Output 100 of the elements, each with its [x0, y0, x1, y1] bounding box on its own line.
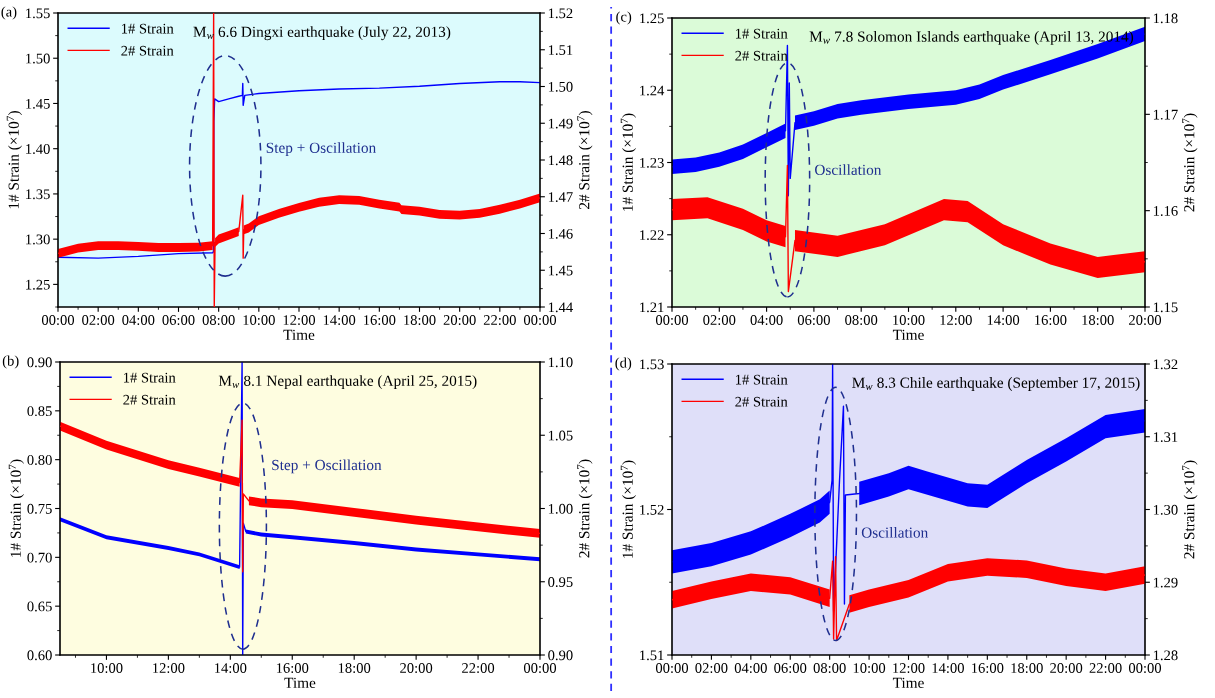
y2-axis-title: 2# Strain (×10$^{7}$)	[1182, 113, 1198, 212]
x-tick-label: 14:00	[932, 663, 964, 673]
x-tick-label: 20:00	[1129, 315, 1162, 325]
x-tick-label: 12:00	[940, 315, 972, 325]
x-tick-label: 02:00	[703, 315, 736, 325]
y2-tick-label: 1.05	[548, 430, 573, 441]
y2-tick-label: 1.10	[548, 357, 573, 368]
text: (c)	[616, 11, 632, 25]
x-tick-label: 22:00	[1089, 663, 1122, 673]
legend-label: 2# Strain	[735, 396, 788, 407]
y2-tick-label: 1.44	[548, 302, 573, 313]
x-tick-label: 20:00	[1050, 663, 1083, 673]
x-tick-label: 02:00	[82, 315, 115, 325]
y-tick-label: 1.45	[26, 98, 50, 109]
y2-tick-label: 1.51	[548, 45, 573, 56]
x-axis-title: Time	[892, 677, 924, 688]
y2-tick-label: 1.49	[548, 118, 573, 129]
x-tick-label: 22:00	[483, 315, 516, 325]
y2-tick-label: 1.29	[1153, 577, 1178, 588]
y2-tick-label: 1.52	[548, 8, 573, 19]
y-tick-label: 1.40	[26, 144, 50, 154]
x-tick-label: 16:00	[276, 663, 309, 673]
y-tick-label: 0.80	[27, 455, 52, 465]
x-tick-label: 12:00	[893, 663, 925, 673]
legend-label: 2# Strain	[123, 394, 176, 405]
y-tick-label: 1.25	[26, 279, 50, 290]
x-tick-label: 00:00	[655, 663, 689, 673]
x-tick-label: 04:00	[750, 315, 783, 325]
line-series	[672, 164, 1145, 293]
x-tick-label: 20:00	[400, 663, 433, 673]
y2-tick-label: 1.16	[1153, 206, 1178, 216]
x-tick-label: 10:00	[243, 315, 275, 325]
y-tick-label: 0.75	[27, 503, 52, 514]
y-tick-label: 1.21	[640, 302, 664, 313]
y2-axis-title: 2# Strain (×10$^{7}$)	[1182, 460, 1198, 559]
y2-tick-label: 1.48	[548, 155, 573, 166]
x-tick-label: 02:00	[695, 663, 728, 673]
legend-label: 1# Strain	[735, 28, 788, 39]
text: M$_{w}$ 8.3 Chile earthquake (September 17, 2015)	[852, 377, 1140, 391]
text: (d)	[615, 357, 632, 371]
y-tick-label: 1.22	[640, 230, 664, 241]
y2-axis-title: 2# Strain (×10$^{7}$)	[577, 459, 593, 558]
x-tick-label: 12:00	[283, 315, 316, 325]
x-tick-label: 08:00	[202, 315, 235, 325]
x-tick-label: 00:00	[1128, 663, 1162, 673]
x-tick-label: 04:00	[734, 663, 767, 673]
y-tick-label: 1.30	[26, 234, 50, 245]
y-tick-label: 0.85	[27, 406, 52, 417]
y-tick-label: 1.23	[640, 157, 664, 168]
y2-tick-label: 1.46	[548, 228, 573, 239]
x-tick-label: 00:00	[655, 315, 689, 325]
y2-tick-label: 1.45	[548, 265, 573, 276]
annotation: Step + Oscillation	[266, 142, 376, 157]
y-tick-label: 1.51	[640, 650, 664, 661]
y2-tick-label: 1.47	[548, 192, 573, 203]
x-tick-label: 14:00	[323, 315, 356, 325]
x-tick-label: 08:00	[845, 315, 878, 325]
y2-tick-label: 1.50	[548, 81, 573, 92]
y2-tick-label: 1.00	[548, 503, 573, 514]
x-axis-title: Time	[283, 329, 315, 340]
y2-axis-title: 2# Strain (×10$^{7}$)	[577, 111, 593, 209]
text: (b)	[2, 355, 19, 369]
x-tick-label: 12:00	[153, 663, 185, 673]
x-tick-label: 00:00	[523, 663, 557, 673]
y2-tick-label: 1.17	[1153, 109, 1178, 120]
legend-label: 2# Strain	[121, 45, 174, 56]
legend-label: 1# Strain	[735, 374, 788, 385]
y-tick-label: 1.25	[640, 13, 664, 24]
line-series	[672, 556, 1145, 642]
y-tick-label: 1.50	[26, 53, 50, 64]
y2-tick-label: 1.28	[1153, 650, 1178, 661]
x-tick-label: 10:00	[853, 663, 886, 673]
y-tick-label: 0.60	[27, 650, 52, 661]
x-axis-title: Time	[284, 677, 316, 688]
x-tick-label: 16:00	[972, 663, 1004, 673]
x-tick-label: 04:00	[122, 315, 155, 325]
x-tick-label: 20:00	[443, 315, 476, 325]
y-tick-label: 1.52	[640, 504, 664, 515]
x-tick-label: 06:00	[774, 663, 807, 673]
x-tick-label: 08:00	[813, 663, 846, 673]
x-tick-label: 18:00	[404, 315, 436, 325]
y2-tick-label: 0.95	[548, 577, 573, 588]
annotation: Step + Oscillation	[272, 459, 382, 474]
x-tick-label: 16:00	[364, 315, 396, 325]
x-tick-label: 16:00	[1035, 315, 1067, 325]
x-tick-label: 06:00	[797, 315, 830, 325]
text: (a)	[1, 6, 17, 20]
x-tick-label: 14:00	[987, 315, 1020, 325]
y-tick-label: 0.70	[27, 552, 52, 563]
y-axis-title: 1# Strain (×10$^{7}$)	[620, 460, 636, 558]
x-tick-label: 18:00	[1082, 315, 1114, 325]
line-series	[60, 419, 540, 573]
y-tick-label: 0.65	[27, 601, 52, 612]
y2-tick-label: 1.18	[1153, 13, 1178, 24]
x-tick-label: 00:00	[41, 315, 75, 325]
x-tick-label: 06:00	[162, 315, 195, 325]
y-axis-title: 1# Strain (×10$^{7}$)	[8, 459, 24, 557]
y-tick-label: 1.55	[26, 8, 50, 19]
x-axis-title: Time	[892, 329, 924, 340]
y-tick-label: 1.35	[26, 189, 50, 200]
